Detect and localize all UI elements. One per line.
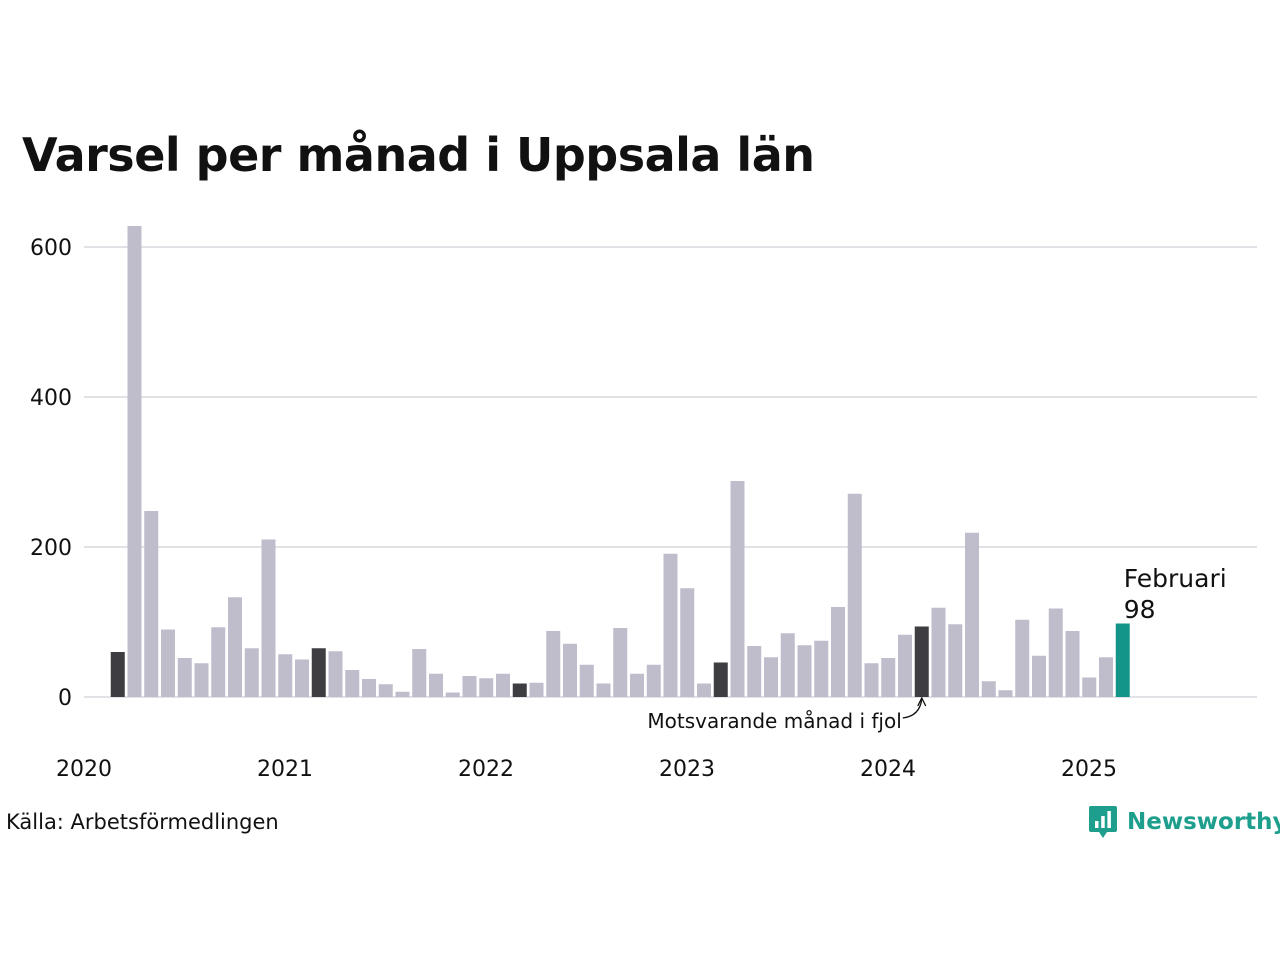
bar (663, 553, 678, 697)
bar (546, 631, 561, 697)
x-tick-label: 2023 (659, 757, 715, 782)
bar (764, 657, 778, 697)
bar (814, 640, 829, 697)
bar-chart-icon (1089, 806, 1117, 838)
bar-same-month (713, 662, 728, 697)
annotation-arrowhead (917, 696, 927, 707)
bar-same-month (512, 683, 527, 697)
bar-same-month (110, 652, 125, 697)
y-tick-label: 200 (30, 536, 72, 561)
bar (931, 607, 946, 697)
bar (948, 624, 963, 697)
bar (1032, 655, 1046, 697)
bar (596, 683, 611, 697)
bar (630, 673, 644, 697)
bar (479, 678, 494, 697)
bar (177, 658, 192, 697)
x-tick-label: 2022 (458, 757, 514, 782)
bar-current-month (1115, 623, 1130, 697)
bar (211, 627, 226, 697)
bar (462, 676, 477, 697)
bar (881, 658, 896, 697)
bar (261, 539, 276, 697)
bar (529, 682, 544, 697)
source-note: Källa: Arbetsförmedlingen (6, 810, 279, 834)
y-axis-tick-labels: 0 200 400 600 (30, 236, 72, 711)
bar (981, 681, 996, 697)
bar (847, 493, 862, 697)
bar (646, 664, 661, 697)
brand-name: Newsworthy (1127, 809, 1280, 835)
bar (613, 628, 628, 697)
bar (228, 597, 242, 697)
bar (747, 646, 762, 697)
bar (429, 673, 443, 697)
bar (831, 607, 845, 697)
bar (496, 673, 510, 697)
bar (278, 654, 293, 697)
current-value-label: 98 (1124, 595, 1156, 624)
x-tick-label: 2024 (860, 757, 916, 782)
bar-same-month (914, 626, 929, 697)
bar (161, 629, 175, 697)
bar (965, 532, 979, 697)
x-axis-tick-labels: 2020 2021 2022 2023 2024 2025 (56, 757, 1117, 782)
bar (797, 645, 812, 697)
varsel-bar-chart: 0 200 400 600 2020 2021 2022 2023 2024 2025 Febr… (30, 226, 1257, 782)
bar (362, 679, 376, 697)
same-month-last-year-label: Motsvarande månad i fjol (647, 709, 901, 733)
bars (110, 226, 1130, 697)
bar (244, 648, 259, 697)
bar (780, 633, 795, 697)
bar (445, 692, 460, 697)
newsworthy-logo[interactable]: Newsworthy (1088, 804, 1280, 840)
bar (864, 663, 879, 697)
bar (1048, 608, 1063, 697)
bar (998, 690, 1013, 697)
annotation-arrow-line (902, 698, 923, 719)
x-tick-label: 2021 (257, 757, 313, 782)
current-month-label: Februari (1124, 564, 1227, 593)
bar-same-month (311, 648, 326, 697)
bar (395, 691, 410, 697)
bar (680, 588, 695, 697)
bar (730, 481, 745, 697)
chart-title: Varsel per månad i Uppsala län (22, 128, 815, 182)
bar (579, 664, 594, 697)
bar (194, 663, 209, 697)
bar (144, 511, 159, 697)
bar (898, 634, 912, 697)
x-tick-label: 2020 (56, 757, 112, 782)
bar (563, 643, 577, 697)
bar (1065, 631, 1080, 697)
bar (378, 684, 393, 697)
bar (1099, 657, 1113, 697)
y-tick-label: 0 (58, 686, 72, 711)
bar (412, 649, 427, 697)
bar (1015, 619, 1030, 697)
y-tick-label: 400 (30, 386, 72, 411)
bar (1082, 677, 1097, 697)
bar (697, 683, 711, 697)
y-tick-label: 600 (30, 236, 72, 261)
bar (345, 670, 360, 697)
bar (295, 659, 309, 697)
bar (127, 226, 142, 697)
x-tick-label: 2025 (1061, 757, 1117, 782)
bar (328, 651, 343, 697)
